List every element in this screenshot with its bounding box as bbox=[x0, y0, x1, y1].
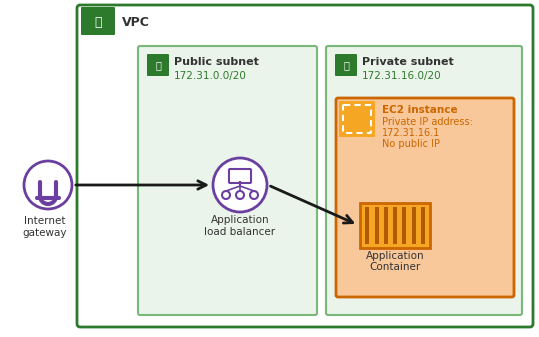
Bar bbox=[402, 207, 406, 244]
FancyBboxPatch shape bbox=[336, 98, 514, 297]
Text: 🔒: 🔒 bbox=[343, 60, 349, 70]
Text: 172.31.16.0/20: 172.31.16.0/20 bbox=[362, 71, 441, 81]
Text: 172.31.16.1: 172.31.16.1 bbox=[382, 128, 440, 138]
FancyBboxPatch shape bbox=[147, 54, 169, 76]
FancyBboxPatch shape bbox=[81, 7, 115, 35]
Text: 🔒: 🔒 bbox=[155, 60, 161, 70]
FancyBboxPatch shape bbox=[360, 203, 430, 247]
Bar bbox=[411, 207, 416, 244]
Text: Private IP address:: Private IP address: bbox=[382, 117, 473, 127]
Text: ⛅: ⛅ bbox=[94, 16, 102, 29]
Text: Private subnet: Private subnet bbox=[362, 57, 454, 67]
Text: 172.31.0.0/20: 172.31.0.0/20 bbox=[174, 71, 247, 81]
Bar bbox=[421, 207, 425, 244]
Text: Application
load balancer: Application load balancer bbox=[204, 215, 275, 237]
FancyBboxPatch shape bbox=[326, 46, 522, 315]
FancyBboxPatch shape bbox=[77, 5, 533, 327]
Text: Internet
gateway: Internet gateway bbox=[23, 216, 67, 238]
Circle shape bbox=[213, 158, 267, 212]
Text: No public IP: No public IP bbox=[382, 139, 440, 149]
Circle shape bbox=[24, 161, 72, 209]
Text: Public subnet: Public subnet bbox=[174, 57, 259, 67]
Bar bbox=[365, 207, 369, 244]
FancyBboxPatch shape bbox=[138, 46, 317, 315]
FancyBboxPatch shape bbox=[335, 54, 357, 76]
Text: EC2 instance: EC2 instance bbox=[382, 105, 458, 115]
Bar bbox=[375, 207, 378, 244]
Text: VPC: VPC bbox=[122, 16, 150, 29]
FancyBboxPatch shape bbox=[339, 101, 375, 137]
Bar bbox=[393, 207, 397, 244]
Bar bbox=[384, 207, 388, 244]
Text: Application
Container: Application Container bbox=[365, 251, 424, 272]
